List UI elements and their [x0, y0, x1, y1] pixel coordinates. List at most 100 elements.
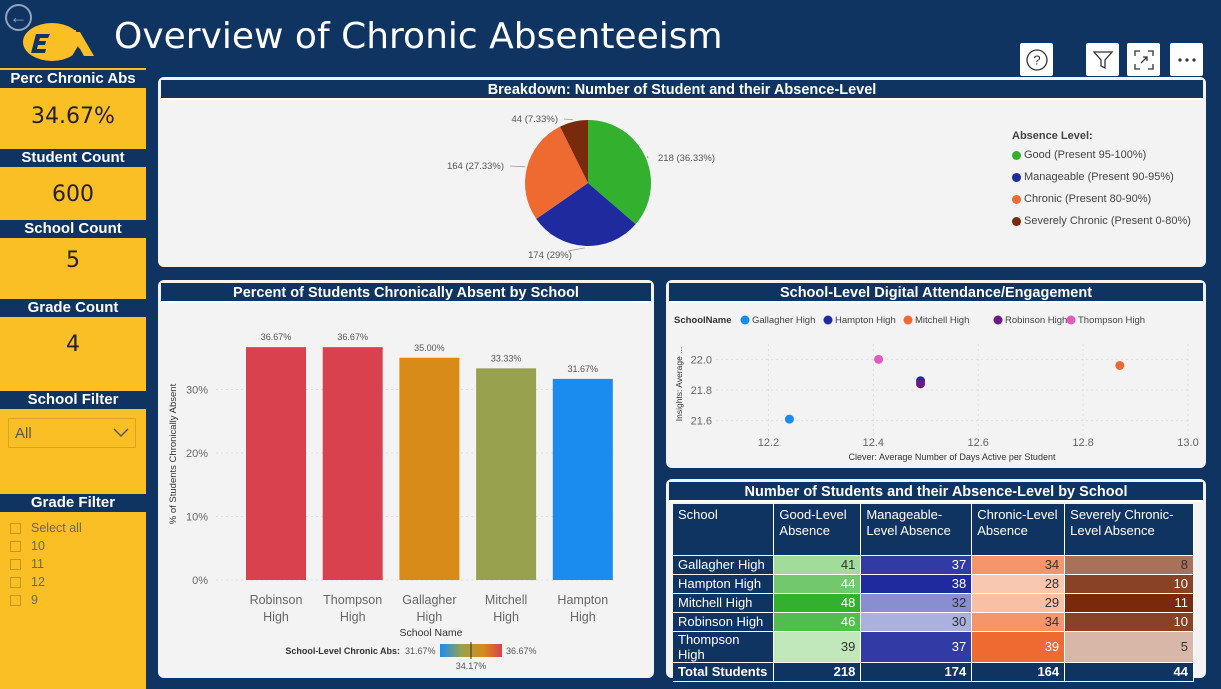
bar-data-label: 31.67%	[568, 364, 599, 374]
checkbox[interactable]	[10, 594, 21, 606]
table-title: Number of Students and their Absence-Lev…	[669, 482, 1203, 502]
x-tick-label: Robinson	[250, 593, 303, 607]
scatter-legend-label[interactable]: Mitchell High	[915, 315, 969, 326]
pie-data-label: 164 (27.33%)	[447, 161, 504, 172]
pie-chart: 218 (36.33%) 174 (29%) 164 (27.33%) 44 (7.3…	[447, 114, 715, 261]
checkbox[interactable]	[10, 522, 21, 534]
legend-dot	[1012, 150, 1021, 160]
y-tick-label: 0%	[192, 575, 208, 587]
legend-item-chronic[interactable]: Chronic (Present 80-90%)	[1012, 193, 1191, 205]
more-options-button[interactable]	[1170, 43, 1203, 76]
help-button[interactable]: ?	[1020, 43, 1053, 76]
x-tick-label: High	[340, 610, 366, 624]
pie-slice-manageable[interactable]	[536, 183, 636, 246]
grade-option-11[interactable]: 11	[10, 557, 44, 571]
pie-leader-line	[509, 165, 526, 168]
grade-option-label: Select all	[31, 521, 82, 535]
scatter-legend-dot[interactable]	[993, 315, 1003, 325]
checkbox[interactable]	[10, 540, 21, 552]
legend-label: Severely Chronic (Present 0-80%)	[1024, 215, 1191, 227]
school-name-cell: Mitchell High	[673, 593, 775, 613]
y-tick-label: 21.8	[691, 385, 712, 397]
bar-hampton-high[interactable]	[552, 378, 613, 580]
pie-leader-line	[563, 118, 574, 121]
breakdown-title: Breakdown: Number of Student and their A…	[161, 80, 1203, 100]
column-header[interactable]: Severely Chronic- Level Absence	[1064, 504, 1194, 548]
value-cell: 10	[1064, 612, 1194, 632]
bar-data-label: 33.33%	[491, 353, 522, 363]
table-row[interactable]: Robinson High 46 30 34 10	[673, 612, 1194, 632]
column-header[interactable]: Manageable- Level Absence	[860, 504, 973, 548]
grade-option-10[interactable]: 10	[10, 539, 45, 553]
table-total-row: Total Students 218 174 164 44	[673, 662, 1194, 682]
legend-label: Manageable (Present 90-95%)	[1024, 171, 1174, 183]
scatter-legend-dot[interactable]	[1066, 315, 1076, 325]
value-cell: 38	[860, 574, 973, 594]
table-row[interactable]: Thompson High 39 37 39 5	[673, 631, 1194, 663]
grade-option-12[interactable]: 12	[10, 575, 45, 589]
scatter-point-thompson-high[interactable]	[874, 354, 884, 364]
table-row[interactable]: Mitchell High 48 32 29 11	[673, 593, 1194, 613]
scatter-legend-label[interactable]: Hampton High	[835, 315, 896, 326]
value-cell: 37	[860, 631, 973, 663]
pie-legend-title: Absence Level:	[1012, 130, 1093, 142]
column-header[interactable]: School	[673, 504, 775, 548]
checkbox[interactable]	[10, 558, 21, 570]
column-header[interactable]: Chronic-Level Absence	[971, 504, 1066, 548]
grade-option-9[interactable]: 9	[10, 593, 38, 607]
student-count-value: 600	[52, 182, 94, 207]
bar-data-label: 36.67%	[261, 332, 292, 342]
checkbox[interactable]	[10, 576, 21, 588]
value-cell: 34	[971, 612, 1066, 632]
scatter-legend-label[interactable]: Gallagher High	[752, 315, 815, 326]
bar-data-label: 35.00%	[414, 343, 445, 353]
bar-gallagher-high[interactable]	[399, 357, 460, 580]
scatter-point-robinson-high[interactable]	[916, 379, 926, 389]
gradient-max-label: 36.67%	[506, 646, 537, 656]
value-cell: 5	[1064, 631, 1194, 663]
bar-mitchell-high[interactable]	[476, 368, 537, 580]
scatter-legend-label[interactable]: Thompson High	[1078, 315, 1145, 326]
school-filter-dropdown[interactable]: All	[8, 418, 136, 448]
bar-data-label: 36.67%	[337, 332, 368, 342]
perc-chronic-label: Perc Chronic Abs	[0, 70, 146, 88]
bar-robinson-high[interactable]	[246, 347, 306, 580]
pie-slice-chronic[interactable]	[525, 126, 588, 219]
back-arrow-icon[interactable]: ←	[5, 4, 32, 31]
scatter-legend-dot[interactable]	[903, 315, 913, 325]
scatter-legend-label[interactable]: Robinson High	[1005, 315, 1067, 326]
total-value-cell: 218	[773, 662, 862, 682]
legend-item-manageable[interactable]: Manageable (Present 90-95%)	[1012, 171, 1191, 183]
value-cell: 29	[971, 593, 1066, 613]
filter-button[interactable]	[1086, 43, 1119, 76]
bar-panel: Percent of Students Chronically Absent b…	[158, 280, 654, 678]
value-cell: 44	[773, 574, 862, 594]
pie-slice-good[interactable]	[588, 120, 651, 225]
focus-mode-button[interactable]	[1127, 43, 1160, 76]
table-header-row: School Good-Level Absence Manageable- Level …	[673, 504, 1194, 548]
table-row[interactable]: Gallagher High 41 37 34 8	[673, 555, 1194, 575]
scatter-point-gallagher-high[interactable]	[784, 414, 794, 424]
value-cell: 32	[860, 593, 973, 613]
pie-data-label: 174 (29%)	[528, 250, 572, 261]
bar-thompson-high[interactable]	[322, 347, 383, 580]
scatter-legend-dot[interactable]	[740, 315, 750, 325]
x-tick-label: Mitchell	[485, 593, 527, 607]
table-spacer	[673, 548, 1194, 556]
legend-item-severe[interactable]: Severely Chronic (Present 0-80%)	[1012, 215, 1191, 227]
focus-mode-icon	[1133, 49, 1154, 70]
pie-leader-line	[646, 155, 649, 159]
scatter-point-mitchell-high[interactable]	[1115, 360, 1125, 370]
legend-item-good[interactable]: Good (Present 95-100%)	[1012, 149, 1191, 161]
table-row[interactable]: Hampton High 44 38 28 10	[673, 574, 1194, 594]
x-tick-label: High	[570, 610, 596, 624]
grade-option-select-all[interactable]: Select all	[10, 521, 82, 535]
svg-text:?: ?	[1033, 52, 1040, 67]
total-value-cell: 44	[1064, 662, 1194, 682]
x-axis-label: School Name	[399, 627, 462, 639]
pie-data-label: 218 (36.33%)	[658, 153, 715, 164]
column-header[interactable]: Good-Level Absence	[773, 504, 862, 548]
scatter-legend-dot[interactable]	[823, 315, 833, 325]
pie-slice-severe[interactable]	[559, 120, 588, 183]
scatter-chart: SchoolName Gallagher High Hampton High Mitc…	[674, 315, 1199, 462]
